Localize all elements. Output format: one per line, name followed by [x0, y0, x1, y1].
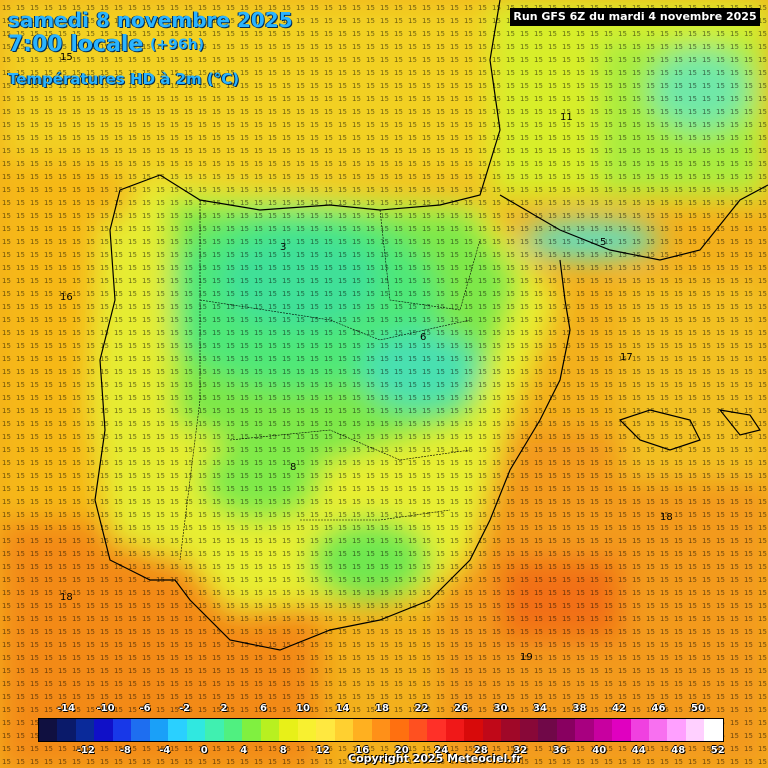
coastlines: [94, 0, 768, 651]
legend-swatch: [501, 719, 520, 741]
legend-swatch: [242, 719, 261, 741]
region-value-alboran-sea: 19: [520, 652, 533, 663]
date-title: samedi 8 novembre 2025: [8, 8, 293, 32]
legend-swatch: [390, 719, 409, 741]
legend-swatch: [648, 719, 668, 741]
legend-bottom-label: 8: [279, 745, 287, 756]
legend-top-label: -14: [56, 703, 76, 714]
region-value-meseta-north: 3: [280, 242, 286, 253]
legend-swatch: [186, 719, 206, 741]
legend-swatch: [112, 719, 132, 741]
legend-bottom-label: -8: [119, 745, 131, 756]
legend-bottom-label: 40: [592, 745, 607, 756]
legend-bottom-label: 36: [552, 745, 567, 756]
legend-swatch: [260, 719, 280, 741]
run-info: Run GFS 6Z du mardi 4 novembre 2025: [510, 8, 760, 26]
region-value-iberian-system: 6: [420, 332, 426, 343]
legend-top-label: 14: [335, 703, 350, 714]
legend-swatch: [445, 719, 465, 741]
legend-top-label: 42: [612, 703, 626, 714]
region-value-atlantic-north: 15: [60, 52, 73, 63]
copyright: Copyright 2025 Meteociel.fr: [348, 752, 522, 765]
legend-swatch: [223, 719, 243, 741]
variable-title: Températures HD à 2m (°C): [8, 70, 240, 88]
legend-top-label: 26: [454, 703, 468, 714]
legend-top-label: 30: [493, 703, 508, 714]
legend-swatch: [685, 719, 705, 741]
legend-swatch: [94, 719, 113, 741]
time-title: 7:00 locale: [8, 32, 144, 57]
legend-bottom-label: 24: [434, 745, 449, 756]
legend-swatch: [131, 719, 150, 741]
region-value-meseta-south: 8: [290, 462, 296, 473]
legend-swatch: [75, 719, 95, 741]
region-value-atlantic-south: 18: [60, 592, 73, 603]
legend-top-label: -2: [178, 703, 191, 714]
legend-bottom-label: 32: [513, 745, 528, 756]
legend-bottom-label: 44: [631, 745, 646, 756]
legend-bottom-label: 0: [200, 745, 208, 756]
legend-swatch: [519, 719, 539, 741]
legend-top-label: 6: [260, 703, 267, 714]
legend-swatch: [149, 719, 169, 741]
legend-bottom-label: 20: [394, 745, 409, 756]
color-legend: [38, 718, 724, 742]
region-values: 15 11 5 3 8 6 16 17 18 19 18: [60, 52, 673, 663]
region-value-mediterranean-east: 17: [620, 352, 633, 363]
legend-top-label: 34: [533, 703, 547, 714]
legend-swatch: [482, 719, 502, 741]
legend-swatch: [39, 719, 58, 741]
legend-swatch: [205, 719, 224, 741]
legend-top-label: 46: [651, 703, 666, 714]
legend-swatch: [464, 719, 483, 741]
region-borders: [179, 200, 481, 561]
legend-top-label: -10: [96, 703, 115, 714]
legend-top-label: 22: [414, 703, 429, 714]
lead-time: (+96h): [150, 37, 204, 53]
legend-swatch: [612, 719, 631, 741]
legend-swatch: [168, 719, 187, 741]
legend-swatch: [538, 719, 557, 741]
legend-swatch: [575, 719, 594, 741]
region-value-pyrenees: 5: [600, 237, 606, 248]
legend-bottom-label: 16: [355, 745, 370, 756]
region-value-portugal-coast: 16: [60, 292, 73, 303]
legend-swatch: [704, 719, 723, 741]
legend-swatch: [408, 719, 428, 741]
legend-swatch: [334, 719, 354, 741]
legend-swatch: [353, 719, 372, 741]
legend-top-label: 18: [375, 703, 389, 714]
legend-swatch: [667, 719, 686, 741]
legend-top-label: 10: [296, 703, 310, 714]
legend-swatch: [427, 719, 446, 741]
legend-bottom-label: -12: [76, 745, 95, 756]
legend-swatch: [297, 719, 317, 741]
legend-top-label: -6: [139, 703, 151, 714]
legend-swatch: [57, 719, 76, 741]
legend-bottom-label: 48: [671, 745, 686, 756]
legend-bottom-label: 4: [240, 745, 248, 756]
region-value-france-southwest: 11: [560, 112, 573, 123]
region-value-balearic-sea: 18: [660, 512, 673, 523]
legend-swatch: [279, 719, 298, 741]
legend-swatch: [593, 719, 613, 741]
legend-top-label: 50: [691, 703, 705, 714]
legend-bottom-label: 28: [473, 745, 488, 756]
legend-bottom-label: 12: [315, 745, 330, 756]
legend-bottom-label: 52: [710, 745, 725, 756]
legend-swatch: [316, 719, 335, 741]
legend-swatch: [556, 719, 576, 741]
legend-bottom-label: -4: [159, 745, 171, 756]
legend-swatch: [371, 719, 391, 741]
legend-top-label: 2: [220, 703, 228, 714]
legend-swatch: [630, 719, 649, 741]
legend-top-label: 38: [572, 703, 587, 714]
